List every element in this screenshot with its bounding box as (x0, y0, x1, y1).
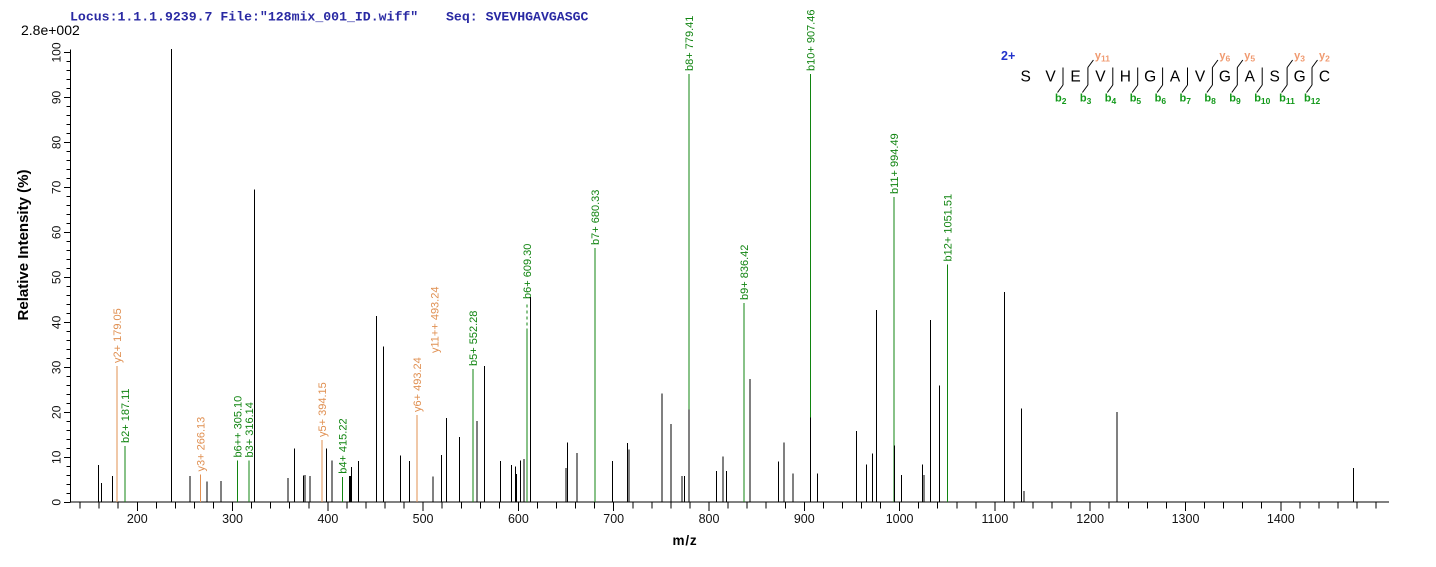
svg-text:S: S (1021, 69, 1031, 86)
svg-text:b6+ 609.30: b6+ 609.30 (522, 244, 534, 299)
svg-text:b11: b11 (1279, 93, 1295, 107)
svg-text:m/z: m/z (673, 533, 698, 548)
svg-text:b5+ 552.28: b5+ 552.28 (468, 311, 480, 366)
svg-text:S: S (1270, 69, 1280, 86)
svg-text:V: V (1095, 69, 1106, 86)
svg-text:20: 20 (50, 405, 64, 419)
svg-text:30: 30 (50, 360, 64, 374)
svg-text:2+: 2+ (1001, 49, 1015, 63)
svg-text:y3+ 266.13: y3+ 266.13 (195, 417, 207, 472)
svg-text:A: A (1170, 69, 1181, 86)
svg-text:1200: 1200 (1076, 512, 1104, 526)
svg-text:E: E (1070, 69, 1080, 86)
svg-text:b2+ 187.11: b2+ 187.11 (120, 388, 132, 443)
svg-text:0: 0 (50, 499, 64, 506)
svg-text:b5: b5 (1130, 93, 1142, 107)
svg-text:1400: 1400 (1267, 512, 1295, 526)
svg-text:70: 70 (50, 180, 64, 194)
svg-text:b6: b6 (1155, 93, 1167, 107)
svg-text:1300: 1300 (1172, 512, 1200, 526)
svg-text:b3: b3 (1080, 93, 1092, 107)
svg-text:b3+ 316.14: b3+ 316.14 (244, 402, 256, 457)
svg-text:1100: 1100 (981, 512, 1008, 526)
svg-text:C: C (1319, 69, 1330, 86)
svg-text:b7+ 680.33: b7+ 680.33 (590, 190, 602, 245)
svg-text:b9+ 836.42: b9+ 836.42 (739, 245, 751, 300)
svg-text:G: G (1144, 69, 1156, 86)
svg-text:b8: b8 (1204, 93, 1216, 107)
svg-text:b10: b10 (1254, 93, 1270, 107)
svg-text:Locus:1.1.1.9239.7 File:"128mi: Locus:1.1.1.9239.7 File:"128mix_001_ID.w… (70, 10, 418, 25)
svg-text:y6+ 493.24: y6+ 493.24 (412, 357, 424, 412)
svg-text:y5: y5 (1244, 50, 1255, 64)
svg-text:G: G (1219, 69, 1231, 86)
svg-text:b12: b12 (1304, 93, 1320, 107)
svg-text:H: H (1120, 69, 1131, 86)
svg-text:90: 90 (50, 91, 64, 105)
svg-text:V: V (1045, 69, 1056, 86)
svg-text:y5+ 394.15: y5+ 394.15 (317, 382, 329, 437)
svg-text:500: 500 (413, 512, 434, 526)
svg-text:b8+ 779.41: b8+ 779.41 (684, 16, 696, 71)
svg-text:b12+ 1051.51: b12+ 1051.51 (943, 194, 955, 262)
svg-text:b6++ 305.10: b6++ 305.10 (233, 396, 245, 458)
svg-text:Seq: SVEVHGAVGASGC: Seq: SVEVHGAVGASGC (446, 10, 589, 25)
svg-text:300: 300 (222, 512, 243, 526)
svg-text:b2: b2 (1055, 93, 1067, 107)
svg-text:60: 60 (50, 225, 64, 239)
svg-text:80: 80 (50, 136, 64, 150)
svg-text:y2: y2 (1319, 50, 1330, 64)
svg-text:y3: y3 (1294, 50, 1305, 64)
svg-text:b4: b4 (1105, 93, 1117, 107)
svg-text:2.8e+002: 2.8e+002 (21, 22, 80, 38)
svg-text:700: 700 (603, 512, 624, 526)
svg-text:b7: b7 (1180, 93, 1192, 107)
svg-text:G: G (1294, 69, 1306, 86)
svg-text:900: 900 (794, 512, 815, 526)
svg-text:y11: y11 (1095, 50, 1110, 64)
svg-text:b4+ 415.22: b4+ 415.22 (338, 418, 350, 473)
svg-text:b11+ 994.49: b11+ 994.49 (889, 133, 901, 194)
svg-text:Relative Intensity (%): Relative Intensity (%) (15, 170, 32, 321)
svg-text:800: 800 (699, 512, 720, 526)
svg-text:10: 10 (50, 450, 64, 464)
svg-text:V: V (1195, 69, 1206, 86)
svg-text:y2+ 179.05: y2+ 179.05 (112, 308, 124, 363)
svg-text:y6: y6 (1219, 50, 1230, 64)
svg-text:50: 50 (50, 270, 64, 284)
svg-text:A: A (1245, 69, 1256, 86)
svg-text:y11++ 493.24: y11++ 493.24 (430, 287, 442, 353)
svg-text:400: 400 (317, 512, 338, 526)
svg-text:b10+ 907.46: b10+ 907.46 (805, 10, 817, 71)
svg-text:100: 100 (50, 42, 64, 62)
svg-text:b9: b9 (1229, 93, 1241, 107)
svg-text:200: 200 (127, 512, 148, 526)
svg-text:600: 600 (508, 512, 529, 526)
svg-text:1000: 1000 (886, 512, 914, 526)
svg-text:40: 40 (50, 315, 64, 329)
